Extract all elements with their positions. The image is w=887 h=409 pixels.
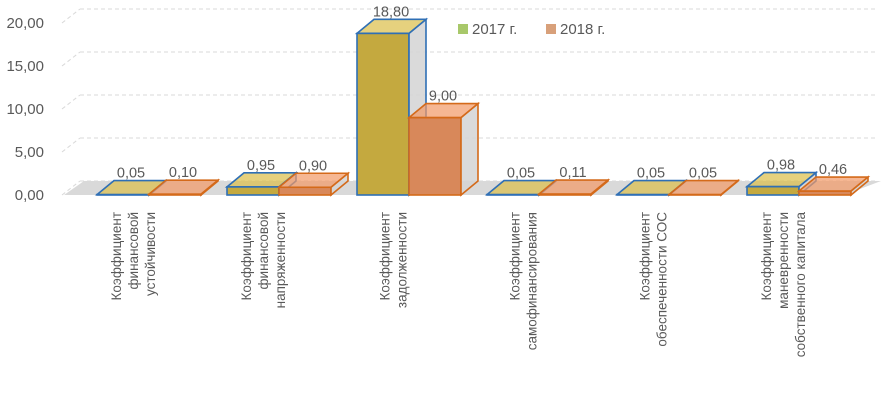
data-label: 0,11: [559, 165, 586, 181]
y-tick-label: 10,00: [6, 101, 44, 118]
bar: [406, 101, 481, 197]
category-label-line: финансовой: [256, 212, 271, 290]
bar-top: [406, 102, 481, 119]
y-tick-label: 20,00: [6, 15, 44, 32]
bar: [146, 178, 221, 197]
data-label: 0,05: [117, 166, 145, 182]
legend-label: 2018 г.: [560, 21, 605, 38]
category-label-line: самофинансирования: [525, 212, 540, 350]
category-label-line: напряженности: [273, 212, 288, 308]
bar-front: [746, 185, 800, 196]
bar: [536, 178, 611, 197]
gridline-side: [61, 94, 81, 110]
gridline-side: [61, 137, 81, 153]
data-label: 9,00: [429, 89, 457, 105]
bar: [796, 175, 871, 197]
legend-label: 2017 г.: [472, 21, 517, 38]
category-label: Коэффициент маневренности собственного кап…: [759, 212, 808, 358]
bar-front: [226, 186, 280, 196]
data-label: 0,10: [169, 165, 197, 181]
bar-top: [146, 179, 221, 195]
category-label-line: Коэффициент: [239, 212, 254, 300]
category-label-line: маневренности: [776, 212, 791, 309]
bar-side: [460, 101, 479, 197]
category-label-line: Коэффициент: [508, 212, 523, 300]
category-label: Коэффициент финансовой устойчивости: [109, 212, 158, 300]
category-label-line: Коэффициент: [109, 212, 124, 300]
data-label: 0,05: [507, 166, 535, 182]
gridline-side: [61, 8, 81, 24]
data-labels: 0,05 0,10 0,95 0,90 18,80 9,00 0,05 0,11 0,05 0,0…: [117, 4, 847, 181]
legend: 2017 г. 2018 г.: [458, 21, 605, 38]
category-label-line: задолженности: [395, 212, 410, 308]
data-label: 18,80: [373, 4, 409, 20]
bar-top: [666, 179, 741, 196]
x-axis-categories: Коэффициент финансовой устойчивости Коэффиц…: [109, 212, 808, 358]
bar-top: [276, 172, 351, 189]
category-label-line: Коэффициент: [638, 212, 653, 300]
category-label: Коэффициент самофинансирования: [508, 212, 540, 350]
gridline-side: [61, 180, 81, 196]
bar: [666, 178, 741, 197]
data-label: 0,98: [767, 158, 795, 174]
data-label: 0,05: [637, 166, 665, 182]
legend-swatch: [546, 24, 556, 34]
y-axis-ticks: 0,00 5,00 10,00 15,00 20,00: [6, 15, 44, 204]
bar-top: [536, 179, 611, 195]
bar-top: [744, 171, 819, 188]
gridline-side: [61, 51, 81, 67]
category-label-line: Коэффициент: [759, 212, 774, 300]
data-label: 0,95: [247, 158, 275, 174]
category-label-line: Коэффициент: [378, 212, 393, 300]
category-label-line: устойчивости: [143, 212, 158, 296]
category-label: Коэффициент обеспеченности СОС: [638, 212, 670, 347]
data-label: 0,46: [819, 162, 847, 178]
bar-top: [796, 176, 871, 192]
bar-front: [408, 116, 462, 196]
bars: [94, 17, 871, 197]
bar-front: [356, 32, 410, 196]
legend-swatch: [458, 24, 468, 34]
category-label: Коэффициент финансовой напряженности: [239, 212, 288, 308]
category-label: Коэффициент задолженности: [378, 212, 410, 308]
y-tick-label: 15,00: [6, 58, 44, 75]
bar-front: [278, 186, 332, 196]
y-tick-label: 0,00: [15, 187, 44, 204]
bar-top: [354, 18, 429, 35]
bar: [354, 17, 429, 197]
y-tick-label: 5,00: [15, 144, 44, 161]
category-label-line: обеспеченности СОС: [655, 212, 670, 347]
category-label-line: финансовой: [126, 212, 141, 290]
data-label: 0,05: [689, 166, 717, 182]
gridlines: [61, 8, 875, 196]
data-label: 0,90: [299, 158, 327, 174]
category-label-line: собственного капитала: [793, 212, 808, 358]
bar: [276, 171, 351, 197]
